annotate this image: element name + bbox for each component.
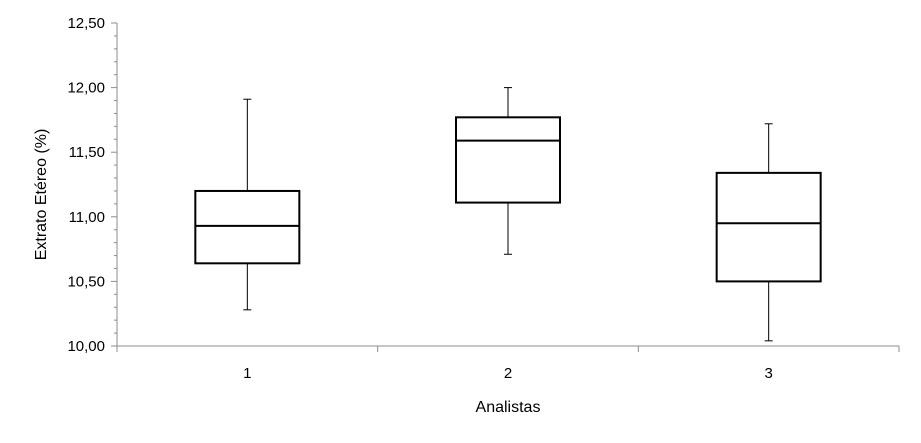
box-series (194, 87, 822, 342)
x-axis: 1 2 3 (116, 345, 900, 382)
x-axis-title: Analistas (476, 399, 541, 416)
y-tick-label: 10,00 (67, 338, 105, 355)
iqr-box (715, 171, 822, 283)
box-3 (715, 123, 822, 342)
y-axis-title: Extrato Etéreo (%) (33, 129, 50, 261)
x-tick-label: 3 (764, 365, 772, 382)
iqr-box (194, 189, 301, 265)
y-tick-group: 10,00 10,50 11,00 11,50 12,00 12,50 (67, 15, 117, 355)
box-1 (194, 98, 301, 311)
box-2 (455, 87, 561, 255)
y-tick-label: 12,50 (67, 15, 105, 32)
y-tick-label: 12,00 (67, 80, 105, 97)
x-tick-label: 1 (243, 365, 251, 382)
y-tick-label: 10,50 (67, 273, 105, 290)
y-tick-label: 11,50 (69, 144, 105, 161)
y-axis: 10,00 10,50 11,00 11,50 12,00 12,50 (67, 15, 118, 355)
y-tick-label: 11,00 (69, 209, 105, 226)
x-tick-group: 1 2 3 (116, 346, 900, 382)
x-tick-label: 2 (504, 365, 512, 382)
iqr-box (455, 116, 561, 204)
